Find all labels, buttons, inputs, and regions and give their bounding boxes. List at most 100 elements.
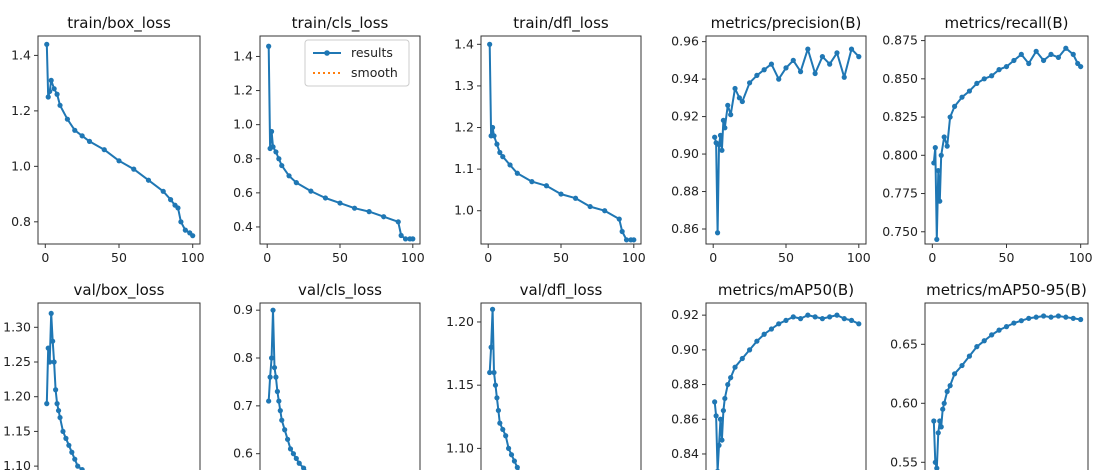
data-point (268, 128, 275, 135)
y-tick-label: 0.9 (233, 302, 253, 317)
x-tick-label: 100 (622, 250, 646, 265)
data-point (720, 117, 726, 123)
data-point (116, 158, 122, 164)
data-point (86, 138, 93, 144)
data-point (947, 383, 953, 389)
data-point (395, 219, 401, 225)
legend-results-marker (324, 50, 330, 56)
data-point (631, 237, 637, 243)
subplot-title: metrics/precision(B) (711, 14, 862, 32)
x-tick-label: 0 (263, 250, 271, 265)
y-tick-label: 0.84 (671, 446, 699, 461)
x-tick-label: 50 (553, 250, 569, 265)
data-point (494, 141, 500, 147)
y-tick-label: 0.65 (890, 336, 918, 351)
data-point (282, 427, 288, 433)
subplot-title: val/dfl_loss (520, 281, 603, 300)
data-point (572, 195, 579, 201)
plot-frame (705, 302, 867, 470)
data-point (529, 179, 535, 185)
subplot-title: train/dfl_loss (513, 14, 609, 33)
subplot-10: metrics/mAP50-95(B) 0.55 0.60 0.65 (890, 281, 1089, 470)
data-point (495, 407, 501, 414)
data-point (935, 430, 941, 436)
plot-frame (480, 35, 642, 245)
y-tick-label: 0.850 (882, 71, 918, 86)
subplot-4: metrics/precision(B) 0.86 0.88 0.90 0.92 0.94… (671, 14, 871, 265)
y-tick-label: 0.55 (890, 454, 918, 469)
data-point (514, 464, 520, 470)
data-point (47, 359, 53, 365)
data-point (768, 61, 775, 67)
y-tick-label: 0.4 (233, 219, 253, 234)
data-point (57, 102, 63, 108)
data-point (293, 180, 299, 186)
data-point (44, 401, 50, 407)
data-point (1055, 313, 1062, 319)
data-point (1063, 45, 1069, 51)
data-point (944, 143, 950, 149)
y-tick-label: 1.3 (454, 78, 474, 93)
data-point (713, 413, 719, 419)
data-point (301, 465, 307, 470)
data-point (276, 398, 282, 404)
data-point (178, 219, 184, 225)
data-point (587, 203, 593, 210)
data-point (410, 236, 416, 242)
data-point (79, 133, 85, 139)
y-tick-label: 0.8 (233, 350, 253, 365)
data-point (101, 147, 107, 153)
data-point (503, 433, 509, 439)
data-point (511, 458, 518, 464)
data-point (366, 209, 372, 215)
data-point (1011, 57, 1017, 64)
data-point (941, 134, 947, 140)
y-tick-label: 0.800 (882, 147, 918, 162)
data-point (276, 156, 282, 162)
data-point (797, 69, 804, 75)
legend-smooth-label: smooth (351, 65, 398, 80)
x-tick-label: 0 (928, 250, 936, 265)
y-tick-label: 0.90 (671, 342, 699, 357)
data-point (944, 388, 950, 395)
subplot-8: val/dfl_loss 1.10 1.15 1.20 (446, 281, 642, 470)
data-point (266, 43, 272, 49)
data-point (266, 398, 272, 404)
data-point (790, 314, 796, 320)
data-point (712, 399, 718, 405)
data-point (69, 449, 75, 455)
data-point (54, 401, 60, 407)
y-tick-label: 1.2 (454, 120, 474, 135)
data-point (1003, 324, 1010, 330)
data-point (491, 133, 497, 139)
x-tick-label: 50 (999, 250, 1015, 265)
data-point (270, 144, 276, 150)
data-point (790, 57, 796, 63)
subplot-7: val/cls_loss 0.6 0.7 0.8 0.9 (233, 281, 421, 470)
y-tick-label: 0.92 (671, 109, 699, 124)
data-point (47, 88, 53, 95)
data-point (819, 316, 826, 322)
data-point (754, 338, 760, 344)
data-point (44, 41, 50, 47)
data-point (55, 407, 62, 414)
data-point (739, 98, 745, 105)
data-point (514, 170, 520, 176)
data-point (296, 460, 302, 466)
data-point (500, 426, 506, 433)
subplot-9: metrics/mAP50(B) 0.84 0.86 0.88 0.90 0.92 (671, 281, 867, 470)
data-point (66, 442, 72, 448)
data-point (508, 452, 515, 458)
data-point (398, 232, 404, 239)
data-point (1003, 63, 1010, 70)
data-point (739, 355, 745, 362)
plot-frame (924, 35, 1089, 245)
subplot-title: metrics/recall(B) (944, 14, 1068, 32)
data-point (1070, 51, 1076, 57)
y-tick-label: 1.4 (454, 36, 474, 51)
x-tick-label: 100 (401, 250, 425, 265)
data-point (812, 70, 818, 77)
data-point (719, 147, 725, 153)
data-point (966, 353, 973, 359)
y-tick-label: 1.25 (3, 354, 31, 369)
